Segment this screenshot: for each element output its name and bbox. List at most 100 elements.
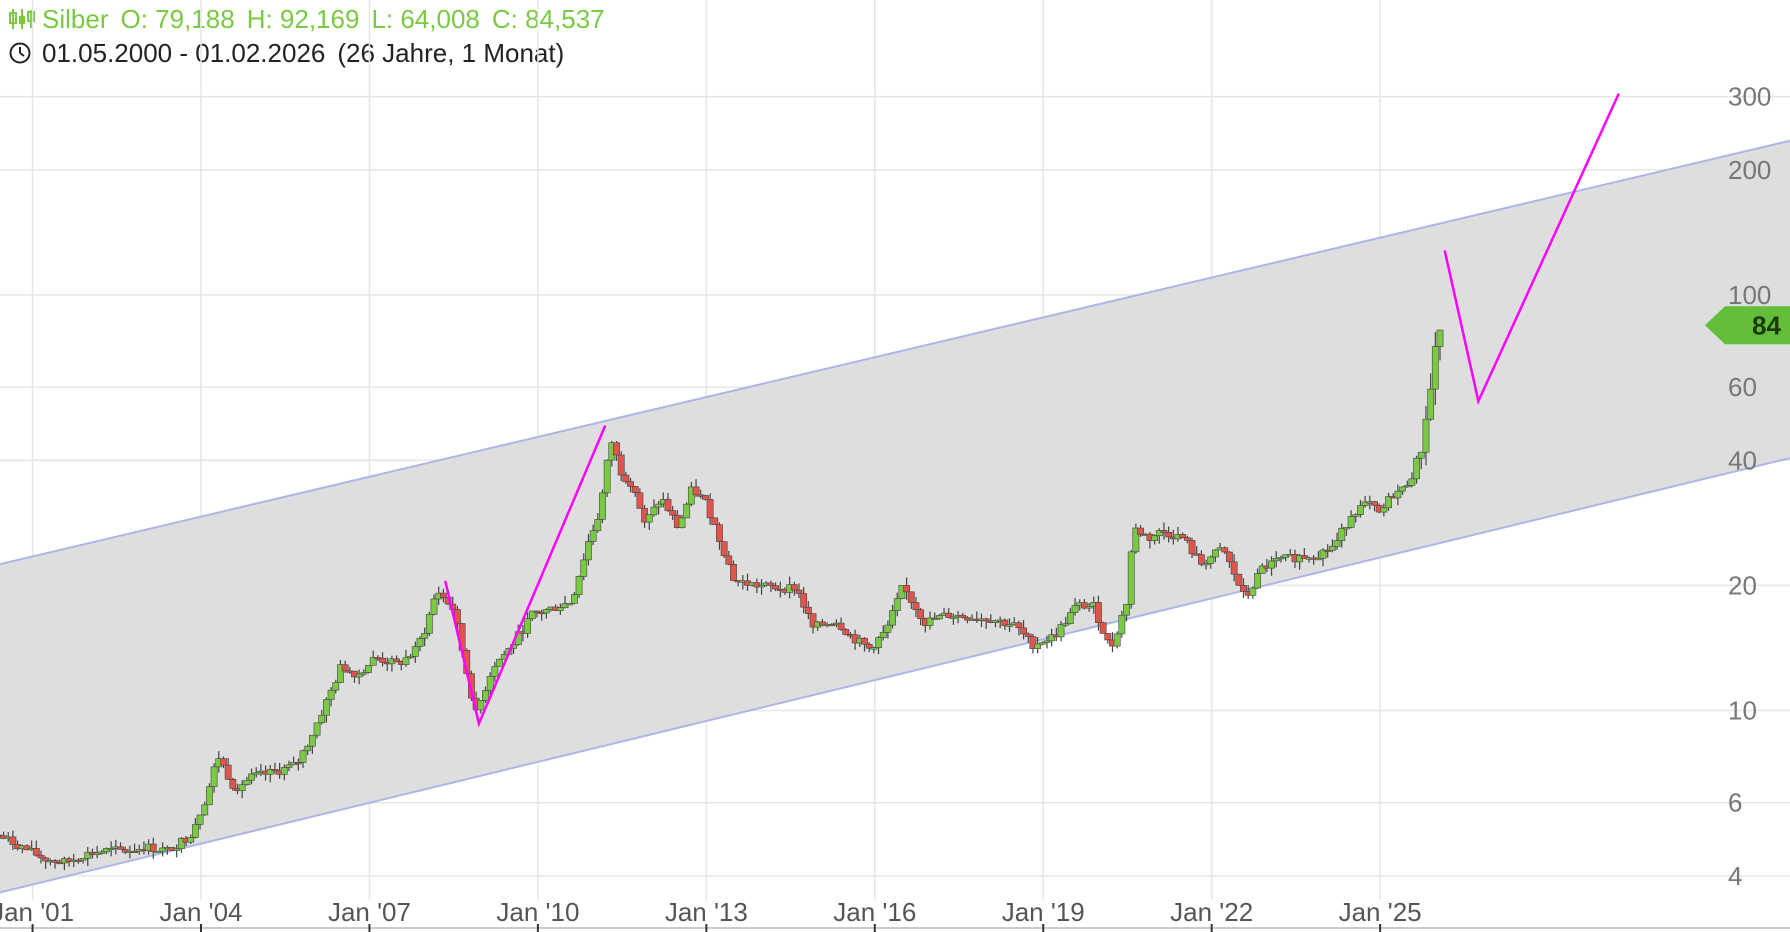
- candle: [716, 522, 723, 550]
- candle-body: [917, 609, 925, 619]
- candle-body: [524, 618, 532, 634]
- candle: [884, 620, 892, 639]
- candle: [491, 661, 499, 682]
- candle: [1272, 551, 1280, 568]
- candle-body: [1183, 537, 1191, 541]
- candle: [594, 513, 602, 533]
- channel-upper-line: [0, 139, 1790, 566]
- current-price-label: 84: [1752, 310, 1781, 340]
- candle: [477, 699, 485, 714]
- candle-body: [280, 767, 288, 775]
- candle-body: [482, 690, 489, 701]
- candle: [229, 777, 237, 791]
- candle-body: [37, 854, 45, 859]
- candle: [1333, 532, 1341, 550]
- candle-body: [627, 481, 634, 487]
- candle: [982, 617, 990, 629]
- candle-body: [299, 750, 307, 763]
- candle-body: [631, 486, 639, 494]
- candle-body: [1202, 563, 1210, 566]
- candle-body: [790, 584, 798, 591]
- open-value: O: 79,188: [120, 4, 235, 34]
- candle: [1020, 619, 1027, 640]
- candle: [1001, 618, 1009, 630]
- candle-body: [416, 637, 424, 647]
- candle-body: [252, 772, 260, 775]
- candle: [1343, 527, 1350, 536]
- candle: [861, 637, 868, 652]
- candle-body: [683, 503, 691, 519]
- candle: [318, 709, 326, 725]
- candle-body: [1300, 555, 1308, 559]
- candle-body: [229, 778, 237, 789]
- y-tick-label: 10: [1728, 696, 1757, 726]
- close-value: C: 84,537: [491, 4, 605, 34]
- candle: [725, 550, 733, 566]
- candle: [790, 581, 798, 596]
- candle: [1221, 546, 1229, 555]
- y-tick-label: 200: [1728, 155, 1771, 185]
- candle-body: [875, 637, 882, 648]
- candle-body: [285, 764, 293, 768]
- candle-body: [421, 633, 429, 639]
- candle: [575, 575, 583, 599]
- candle-body: [407, 656, 415, 659]
- candle-body: [9, 836, 17, 845]
- candle: [1015, 620, 1023, 636]
- candle: [1300, 548, 1308, 559]
- candle: [795, 583, 803, 599]
- candle: [627, 477, 634, 493]
- candle: [103, 847, 110, 855]
- candle: [285, 760, 293, 772]
- candle: [1179, 532, 1187, 539]
- candle-body: [842, 629, 850, 635]
- symbol-label: Silber: [42, 4, 109, 34]
- candle-body: [42, 857, 50, 862]
- candle: [613, 441, 620, 461]
- candle-body: [935, 615, 943, 620]
- candle: [556, 603, 564, 615]
- candle-body: [1343, 527, 1350, 530]
- candle: [210, 763, 218, 793]
- x-tick-label: Jan '10: [496, 897, 579, 927]
- candle-body: [1254, 573, 1261, 589]
- candles: [0, 329, 1444, 871]
- y-tick-label: 60: [1728, 372, 1757, 402]
- candle-body: [1296, 555, 1304, 563]
- candle-body: [173, 848, 181, 851]
- candle: [1249, 586, 1257, 599]
- candle: [1399, 486, 1406, 495]
- candle: [407, 653, 415, 659]
- candle-body: [1324, 549, 1332, 552]
- candle: [187, 834, 195, 845]
- channel-lower-line: [0, 457, 1790, 894]
- candle: [893, 592, 901, 617]
- candle-body: [982, 618, 990, 622]
- candle-body: [1066, 612, 1074, 624]
- candle-body: [1095, 602, 1102, 623]
- candle: [1099, 621, 1107, 634]
- candle-body: [678, 517, 686, 528]
- candle-body: [1071, 605, 1079, 613]
- candle: [1132, 523, 1140, 554]
- candle-body: [893, 598, 901, 611]
- candle: [1081, 599, 1088, 610]
- x-tick-label: Jan '07: [328, 897, 411, 927]
- candle: [1151, 534, 1158, 545]
- candle: [687, 481, 695, 507]
- candle: [1254, 568, 1261, 590]
- y-tick-label: 4: [1728, 861, 1742, 891]
- candle-body: [795, 589, 803, 594]
- candle: [837, 617, 845, 631]
- candle-body: [1417, 451, 1425, 459]
- candle: [252, 767, 260, 778]
- candle: [542, 608, 550, 619]
- candle: [804, 601, 812, 620]
- candle-body: [496, 658, 503, 667]
- candle-body: [1179, 534, 1187, 538]
- candlestick-icon: [9, 9, 35, 29]
- candle: [327, 686, 335, 707]
- candle-body: [758, 584, 765, 588]
- candle-body: [369, 657, 377, 666]
